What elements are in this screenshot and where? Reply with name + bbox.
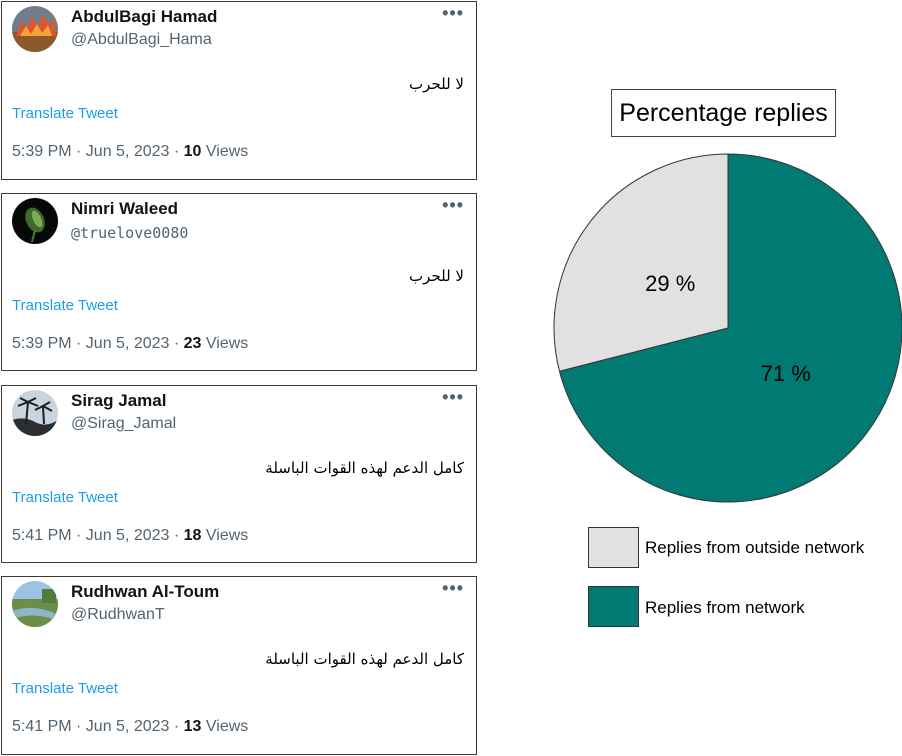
tweet-text: كامل الدعم لهذه القوات الباسلة bbox=[265, 650, 464, 668]
chart-title: Percentage replies bbox=[611, 89, 836, 137]
translate-tweet-link[interactable]: Translate Tweet bbox=[12, 489, 118, 506]
tweet-timestamp[interactable]: 5:41 PM · Jun 5, 2023 · bbox=[12, 527, 184, 544]
display-name[interactable]: AbdulBagi Hamad bbox=[71, 7, 218, 26]
views-count: 10 bbox=[183, 143, 202, 160]
translate-tweet-link[interactable]: Translate Tweet bbox=[12, 297, 118, 314]
legend-label-network: Replies from network bbox=[645, 598, 805, 617]
tweet-text: لا للحرب bbox=[409, 75, 464, 93]
views-label: Views bbox=[201, 718, 249, 735]
tweet-meta: 5:39 PM · Jun 5, 2023 · 10 Views bbox=[12, 143, 248, 161]
avatar[interactable] bbox=[12, 390, 58, 436]
views-label: Views bbox=[201, 143, 249, 160]
tweet-timestamp[interactable]: 5:41 PM · Jun 5, 2023 · bbox=[12, 718, 184, 735]
more-horizontal-icon[interactable]: ••• bbox=[442, 195, 464, 215]
avatar[interactable] bbox=[12, 198, 58, 244]
tweet-text: كامل الدعم لهذه القوات الباسلة bbox=[265, 459, 464, 477]
views-count: 23 bbox=[183, 335, 202, 352]
more-horizontal-icon[interactable]: ••• bbox=[442, 387, 464, 407]
pie-chart: 71 % 29 % bbox=[553, 153, 902, 503]
pie-slice-replies-from-network bbox=[558, 153, 902, 503]
user-handle[interactable]: @Sirag_Jamal bbox=[71, 415, 177, 432]
avatar[interactable] bbox=[12, 581, 58, 627]
user-handle[interactable]: @truelove0080 bbox=[71, 224, 189, 242]
tweet-meta: 5:39 PM · Jun 5, 2023 · 23 Views bbox=[12, 335, 248, 353]
tweet-timestamp[interactable]: 5:39 PM · Jun 5, 2023 · bbox=[12, 335, 184, 352]
display-name[interactable]: Nimri Waleed bbox=[71, 199, 179, 218]
tweet-card[interactable]: Sirag Jamal @Sirag_Jamal ••• كامل الدعم … bbox=[1, 385, 477, 563]
views-count: 18 bbox=[183, 527, 202, 544]
views-count: 13 bbox=[183, 718, 202, 735]
tweet-card[interactable]: Nimri Waleed @truelove0080 ••• لا للحرب … bbox=[1, 193, 477, 371]
more-horizontal-icon[interactable]: ••• bbox=[442, 578, 464, 598]
tweet-meta: 5:41 PM · Jun 5, 2023 · 13 Views bbox=[12, 718, 248, 736]
avatar[interactable] bbox=[12, 6, 58, 52]
legend-swatch-network bbox=[588, 586, 639, 627]
display-name[interactable]: Rudhwan Al-Toum bbox=[71, 582, 220, 601]
views-label: Views bbox=[201, 335, 249, 352]
pie-data-label: 71 % bbox=[761, 361, 811, 386]
tweet-card[interactable]: Rudhwan Al-Toum @RudhwanT ••• كامل الدعم… bbox=[1, 576, 477, 755]
tweet-meta: 5:41 PM · Jun 5, 2023 · 18 Views bbox=[12, 527, 248, 545]
tweet-timestamp[interactable]: 5:39 PM · Jun 5, 2023 · bbox=[12, 143, 184, 160]
more-horizontal-icon[interactable]: ••• bbox=[442, 3, 464, 23]
pie-slice-replies-from-outside-network bbox=[553, 153, 729, 372]
tweet-card[interactable]: AbdulBagi Hamad @AbdulBagi_Hama ••• لا ل… bbox=[1, 1, 477, 180]
legend-label-outside-network: Replies from outside network bbox=[645, 538, 865, 557]
pie-data-label: 29 % bbox=[645, 271, 695, 296]
tweet-text: لا للحرب bbox=[409, 267, 464, 285]
legend-swatch-outside-network bbox=[588, 527, 639, 568]
user-handle[interactable]: @RudhwanT bbox=[71, 606, 165, 623]
user-handle[interactable]: @AbdulBagi_Hama bbox=[71, 31, 212, 48]
display-name[interactable]: Sirag Jamal bbox=[71, 391, 167, 410]
views-label: Views bbox=[201, 527, 249, 544]
translate-tweet-link[interactable]: Translate Tweet bbox=[12, 105, 118, 122]
translate-tweet-link[interactable]: Translate Tweet bbox=[12, 680, 118, 697]
